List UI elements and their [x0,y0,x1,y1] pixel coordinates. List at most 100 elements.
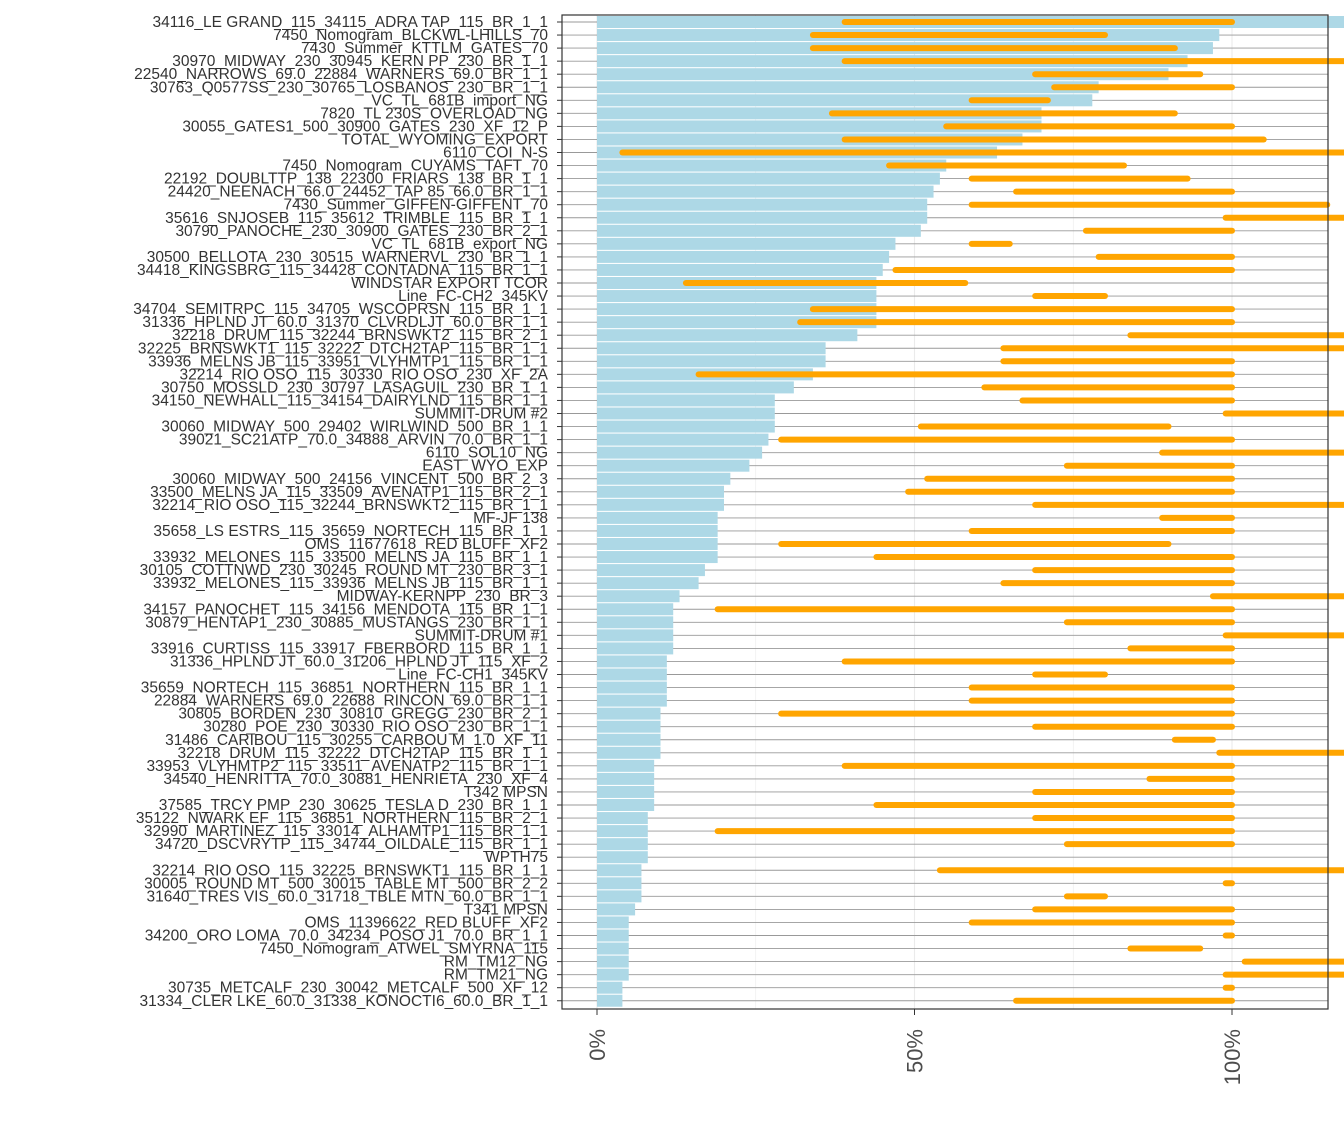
category-label: 33953_VLYHMTP2_115_33511_AVENATP2_115_BR… [146,758,548,775]
bar-21 [597,290,877,303]
category-label: Line_FC-CH2_345KV [398,288,549,305]
category-label: 7820_TL 230S_OVERLOAD_NG [320,105,548,122]
bar-56 [597,746,661,759]
category-label: 32214_RIO OSO_115_32225_BRNSWKT1_115_BR_… [152,862,548,879]
bar-44 [597,590,680,603]
category-label: 30970_MIDWAY_230_30945_KERN PP_230_BR_1_… [172,53,548,70]
bar-62 [597,825,648,838]
category-label: 32990_MARTINEZ_115_33014_ALHAMTP1_115_BR… [144,823,548,840]
bar-39 [597,524,718,537]
category-label: SUMMIT-DRUM #1 [415,627,548,644]
category-label: VC_TL_681B_import_NG [371,92,548,109]
bar-33 [597,446,763,459]
category-label: 34157_PANOCHET_115_34156_MENDOTA_115_BR_… [143,601,548,618]
y-axis: 34116_LE GRAND_115_34115_ADRA TAP_115_BR… [133,14,562,1010]
category-label: 7450_Nomogram_CUYAMS_TAFT_70 [282,158,548,175]
category-label: 7430_Summer_KTTLM_GATES_70 [301,40,548,57]
category-label: 34150_NEWHALL_115_34154_DAIRYLND_115_BR_… [152,392,548,409]
x-axis: 0%50%100%150%200% [585,1009,1245,1085]
category-label: 33932_MELONES_115_33936_MELNS JB_115_BR_… [153,575,548,592]
category-label: 30500_BELLOTA_230_30515_WARNERVL_230_BR_… [147,249,548,266]
bar-18 [597,250,890,263]
category-label: 35659_NORTECH_115_36851_NORTHERN_115_BR_… [141,680,548,697]
category-label: 34704_SEMITRPC_115_34705_WSCOPRSN_115_BR… [133,301,548,318]
category-label: 30005_ROUND MT_500_30015_TABLE MT_500_BR… [144,875,548,892]
bar-8 [597,120,1042,133]
category-label: 30060_MIDWAY_500_29402_WIRLWIND_500_BR_1… [161,419,548,436]
category-label: 22192_DOUBLTTP_138_22300_FRIARS_138_BR_1… [164,171,548,188]
category-label: 37585_TRCY PMP_230_30625_TESLA D_230_BR_… [159,797,548,814]
bar-46 [597,616,674,629]
bar-60 [597,799,655,811]
category-label: 33936_MELNS JB_115_33951_VLYHMTP1_115_BR… [148,353,548,370]
category-label: 39021_SC21ATP_70.0_34888_ARVIN_70.0_BR_1… [179,432,548,449]
x-tick-label: 50% [903,1029,928,1073]
bar-64 [597,851,648,864]
bar-43 [597,577,699,590]
category-label: 30280_POE_230_30330_RIO OSO_230_BR_1_1 [203,719,548,736]
category-label: 32214_RIO OSO_115_30330_RIO OSO_230_XF_2… [179,366,548,383]
category-label: 30735_METCALF_230_30042_METCALF_500_XF_1… [168,980,548,997]
category-label: 31640_TRES VIS_60.0_31718_TBLE MTN_60.0_… [146,888,548,905]
bar-65 [597,864,642,877]
bar-37 [597,498,724,511]
category-label: MIDWAY-KERNPP_230_BR_3 [337,588,548,605]
bar-52 [597,694,667,707]
category-label: 34720_DSCVRYTP_115_34744_OILDALE_115_BR_… [155,836,548,853]
bar-36 [597,485,724,498]
category-label: 34116_LE GRAND_115_34115_ADRA TAP_115_BR… [152,14,548,31]
category-label: 24420_NEENACH_66.0_24452_TAP 85_66.0_BR_… [168,184,548,201]
category-label: T342 MPSN [464,784,548,801]
category-label: 33932_MELONES_115_33500_MELNS JA_115_BR_… [153,549,548,566]
category-label: Line_FC-CH1_345KV [398,667,549,684]
bar-51 [597,681,667,694]
category-label: 32214_RIO OSO_115_32244_BRNSWKT2_115_BR_… [152,497,548,514]
bar-70 [597,929,629,942]
bar-42 [597,564,705,577]
bar-63 [597,838,648,851]
bar-71 [597,942,629,955]
category-label: 30750_MOSSLD_230_30797_LASAGUIL_230_BR_1… [161,379,548,396]
category-label: 30879_HENTAP1_230_30885_MUSTANGS_230_BR_… [145,614,548,631]
bar-72 [597,955,629,968]
category-label: SUMMIT-DRUM #2 [415,406,548,423]
bar-30 [597,407,775,420]
bar-50 [597,668,667,681]
bar-14 [597,198,928,211]
bar-4 [597,68,1169,81]
bar-40 [597,538,718,550]
category-label: 34418_KINGSBRG_115_34428_CONTADNA_115_BR… [137,262,548,279]
bar-58 [597,772,655,785]
bar-35 [597,472,731,485]
bar-69 [597,916,629,929]
category-label: 32218_DRUM_115_32244_BRNSWKT2_115_BR_2_1 [172,327,548,344]
bar-45 [597,603,674,616]
category-label: 7450_Nomogram_BLCKWL-LHILLS_70 [273,27,548,44]
bar-59 [597,785,655,798]
bar-38 [597,511,718,524]
bar-53 [597,707,661,720]
bar-17 [597,237,896,250]
category-label: 6110_COI_N-S [443,145,548,162]
category-label: OMS_11396622_RED BLUFF_XF2 [304,914,548,931]
category-label: 33916_CURTISS_115_33917_FBERBORD_115_BR_… [151,640,548,657]
category-label: 30060_MIDWAY_500_24156_VINCENT_500_BR_2_… [172,471,548,488]
bar-49 [597,655,667,668]
category-label: 35616_SNJOSEB_115_35612_TRIMBLE_115_BR_1… [165,210,548,227]
category-label: TOTAL_WYOMING_EXPORT [341,131,548,148]
bar-25 [597,342,826,355]
bar-28 [597,381,794,394]
category-label: 35658_LS ESTRS_115_35659_NORTECH_115_BR_… [153,523,548,540]
bar-68 [597,903,636,916]
category-label: T341 MPSN [464,901,548,918]
bar-13 [597,185,934,198]
category-label: 32218_DRUM_115_32222_DTCH2TAP_115_BR_1_1 [177,745,548,762]
bar-31 [597,420,775,433]
category-label: WPTH75 [485,849,548,866]
category-label: 31336_HPLND JT_60.0_31370_CLVRDLJT_60.0_… [142,314,548,331]
bar-75 [597,994,623,1007]
bar-41 [597,551,718,564]
bar-66 [597,877,642,890]
bar-15 [597,211,928,224]
